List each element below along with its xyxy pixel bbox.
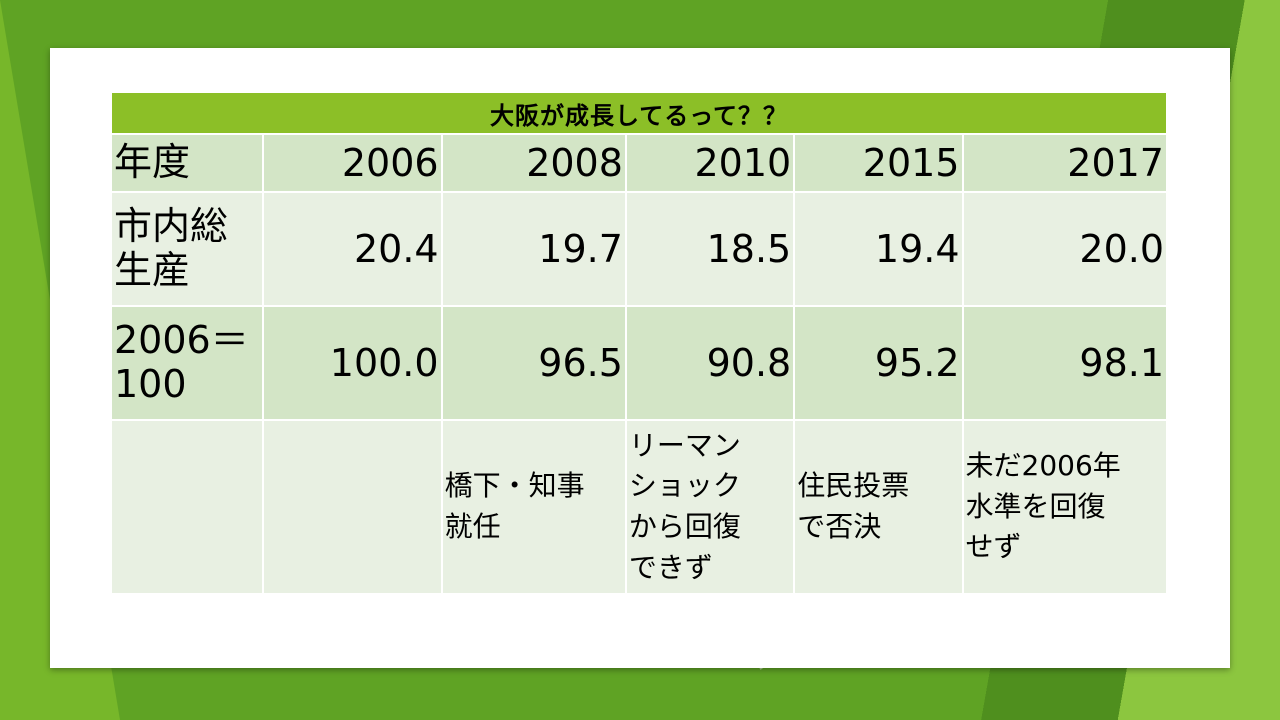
slide: 大阪が成長してるって？？ 年度 2006 2008 2010 2015 2017… [50,48,1230,668]
year-cell: 2008 [442,135,625,191]
note-cell [264,421,441,593]
table-row-notes: 橋下・知事 就任 リーマン ショック から回復 できず 住民投票 で否決 未だ2… [112,421,1166,593]
year-cell: 2006 [264,135,441,191]
gdp-cell: 20.4 [264,193,441,305]
index-cell: 96.5 [442,307,625,419]
row-label-index: 2006＝ 100 [112,307,263,419]
note-cell: 橋下・知事 就任 [442,421,625,593]
row-label-gdp: 市内総 生産 [112,193,263,305]
index-cell: 90.8 [626,307,794,419]
table-row-gdp: 市内総 生産 20.4 19.7 18.5 19.4 20.0 [112,193,1166,305]
index-cell: 98.1 [963,307,1166,419]
year-cell: 2010 [626,135,794,191]
data-table: 大阪が成長してるって？？ 年度 2006 2008 2010 2015 2017… [110,91,1168,595]
year-cell: 2017 [963,135,1166,191]
gdp-cell: 19.7 [442,193,625,305]
row-label-year: 年度 [112,135,263,191]
note-cell [112,421,263,593]
index-cell: 95.2 [795,307,962,419]
note-cell: 未だ2006年 水準を回復 せず [963,421,1166,593]
index-cell: 100.0 [264,307,441,419]
gdp-cell: 20.0 [963,193,1166,305]
gdp-cell: 18.5 [626,193,794,305]
year-cell: 2015 [795,135,962,191]
table-row-year: 年度 2006 2008 2010 2015 2017 [112,135,1166,191]
note-cell: リーマン ショック から回復 できず [626,421,794,593]
table-title: 大阪が成長してるって？？ [112,93,1166,133]
table-row-index: 2006＝ 100 100.0 96.5 90.8 95.2 98.1 [112,307,1166,419]
gdp-cell: 19.4 [795,193,962,305]
note-cell: 住民投票 で否決 [795,421,962,593]
